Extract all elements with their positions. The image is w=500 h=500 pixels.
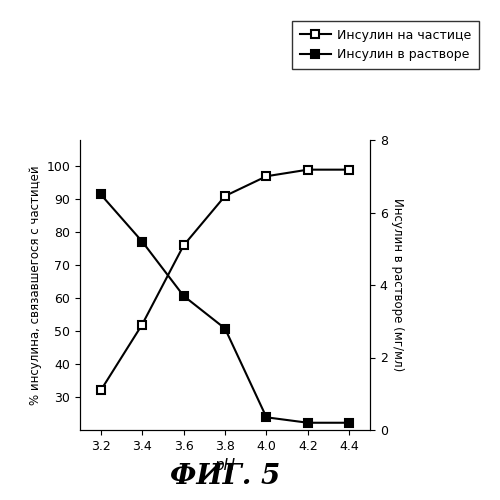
Инсулин в растворе [180, 293, 186, 299]
Y-axis label: Инсулин в растворе (мг/мл): Инсулин в растворе (мг/мл) [392, 198, 404, 372]
Инсулин на частице [222, 193, 228, 199]
Text: ФИГ. 5: ФИГ. 5 [170, 463, 280, 490]
Y-axis label: % инсулина, связавшегося с частицей: % инсулина, связавшегося с частицей [29, 165, 42, 405]
Инсулин в растворе [222, 326, 228, 332]
Инсулин на частице [98, 388, 103, 394]
Line: Инсулин на частице: Инсулин на частице [96, 166, 354, 394]
Инсулин в растворе [264, 414, 270, 420]
Инсулин в растворе [98, 192, 103, 198]
Line: Инсулин в растворе: Инсулин в растворе [96, 190, 354, 427]
Инсулин на частице [305, 166, 311, 172]
Инсулин на частице [346, 166, 352, 172]
Инсулин в растворе [305, 420, 311, 426]
Инсулин на частице [264, 174, 270, 180]
Инсулин в растворе [139, 238, 145, 244]
Инсулин на частице [180, 242, 186, 248]
Инсулин на частице [139, 322, 145, 328]
X-axis label: pH: pH [214, 458, 236, 473]
Инсулин в растворе [346, 420, 352, 426]
Legend: Инсулин на частице, Инсулин в растворе: Инсулин на частице, Инсулин в растворе [292, 21, 479, 68]
